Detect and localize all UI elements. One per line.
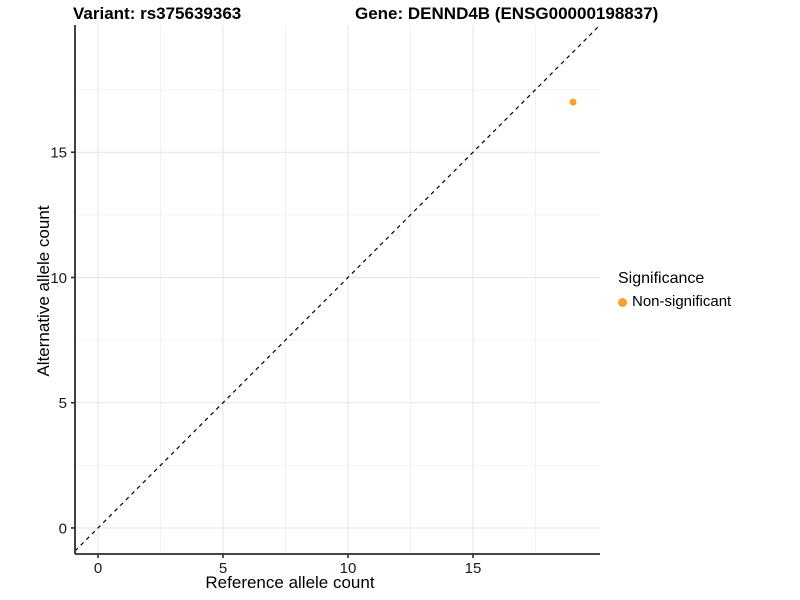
x-tick-label: 10 [340, 560, 357, 577]
plot-title-variant: Variant: rs375639363 [73, 4, 242, 23]
x-axis-title: Reference allele count [205, 573, 375, 592]
y-tick-label: 10 [50, 270, 67, 287]
x-tick-label: 15 [465, 560, 482, 577]
identity-line [74, 24, 601, 552]
legend: Significance Non-significant [618, 270, 731, 311]
y-tick-label: 5 [59, 395, 67, 412]
legend-items: Non-significant [618, 293, 731, 311]
legend-marker-circle-icon [618, 297, 627, 307]
y-tick-label: 0 [59, 520, 67, 537]
legend-item: Non-significant [618, 293, 731, 311]
y-axis-title: Alternative allele count [34, 205, 53, 377]
data-point [569, 98, 577, 106]
legend-title: Significance [618, 270, 705, 287]
x-tick-label: 0 [94, 560, 102, 577]
y-tick-label: 15 [50, 145, 67, 162]
x-tick-label: 5 [219, 560, 227, 577]
plot-title-gene: Gene: DENND4B (ENSG00000198837) [355, 4, 659, 23]
legend-item-label: Non-significant [632, 293, 732, 310]
